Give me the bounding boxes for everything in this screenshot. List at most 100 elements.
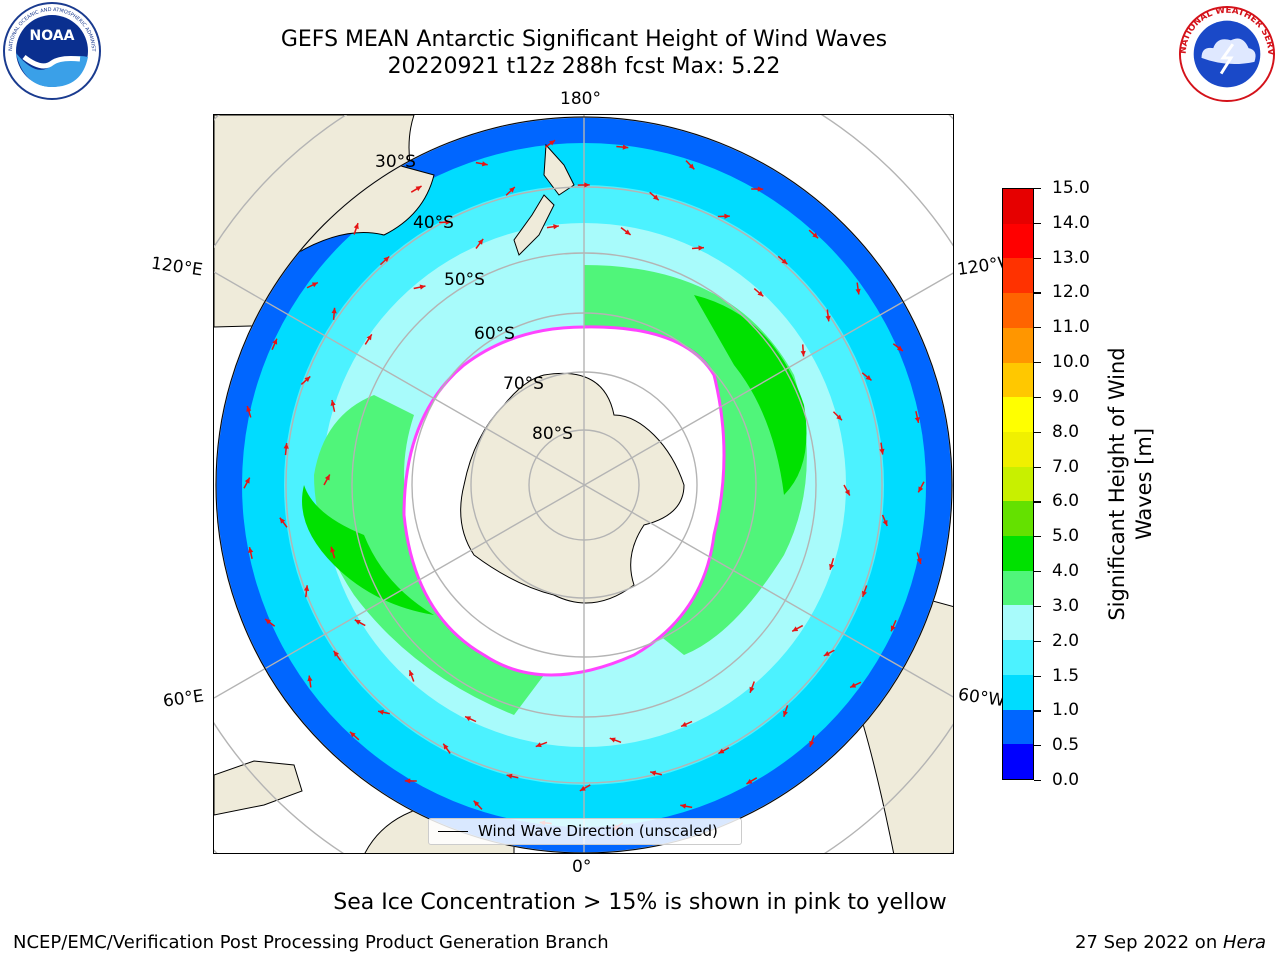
colorbar-tick-mark (1034, 675, 1041, 677)
lat-label-80s: 80°S (532, 424, 573, 444)
colorbar-label-line2: Waves [m] (1132, 427, 1156, 541)
colorbar-bin (1003, 431, 1033, 467)
colorbar-bin (1003, 570, 1033, 606)
colorbar-bin (1003, 397, 1033, 432)
wave-direction-arrowhead (757, 186, 764, 192)
wave-direction-arrowhead (349, 731, 356, 738)
wave-direction-arrowhead (584, 182, 590, 188)
colorbar-tick-label: 1.0 (1052, 700, 1080, 721)
wave-direction-arrowhead (481, 161, 488, 167)
colorbar-tick-label: 12.0 (1052, 282, 1090, 303)
wave-direction-arrowhead (809, 740, 815, 747)
colorbar-bin (1003, 674, 1033, 710)
wave-direction-arrowhead (718, 748, 725, 754)
wave-direction-arrowhead (311, 282, 318, 288)
wave-direction-arrowhead (650, 770, 657, 776)
wave-direction-arrowhead (916, 558, 922, 565)
lat-label-50s: 50°S (444, 270, 485, 290)
colorbar-tick-label: 3.0 (1052, 595, 1080, 616)
legend-line-swatch (438, 831, 468, 833)
wave-direction-arrowhead (882, 520, 888, 527)
wave-direction-arrowhead (304, 376, 311, 383)
wave-direction-arrowhead (265, 619, 271, 625)
wave-direction-arrowhead (829, 563, 835, 570)
colorbar-tick-mark (1034, 536, 1041, 538)
colorbar-bin (1003, 293, 1033, 328)
sea-ice-note: Sea Ice Concentration > 15% is shown in … (333, 890, 947, 915)
lat-label-30s: 30°S (375, 152, 416, 172)
wave-direction-arrowhead (366, 334, 372, 341)
colorbar-tick-label: 14.0 (1052, 212, 1090, 233)
wave-direction-arrowhead (890, 625, 896, 632)
colorbar-tick-label: 6.0 (1052, 491, 1080, 512)
lon-label-60e: 60°E (161, 686, 206, 712)
wave-direction-arrowhead (383, 256, 390, 263)
colorbar (1002, 188, 1034, 780)
colorbar-bin (1003, 223, 1033, 259)
wave-direction-arrowhead (746, 778, 753, 784)
wave-direction-arrowhead (443, 743, 449, 750)
lon-label-0: 0° (572, 857, 592, 877)
wave-direction-arrowhead (844, 489, 850, 496)
wave-direction-arrowhead (506, 773, 513, 779)
colorbar-tick-label: 4.0 (1052, 561, 1080, 582)
footer-date: 27 Sep 2022 on Hera (1075, 932, 1266, 953)
colorbar-tick-mark (1034, 327, 1041, 329)
colorbar-bin (1003, 189, 1033, 224)
colorbar-tick-label: 13.0 (1052, 247, 1090, 268)
wave-direction-arrowhead (865, 374, 872, 381)
wind-arrows (243, 139, 925, 831)
wave-direction-arrowhead (331, 307, 337, 314)
wave-direction-arrowhead (408, 670, 414, 677)
wave-direction-arrowhead (652, 194, 659, 201)
colorbar-bin (1003, 466, 1033, 502)
wave-direction-arrowhead (879, 448, 885, 455)
colorbar-bin (1003, 605, 1033, 641)
wave-direction-arrowhead (549, 140, 556, 146)
wave-direction-arrowhead (535, 742, 542, 748)
wave-direction-arrowhead (246, 405, 252, 412)
wave-direction-arrowhead (698, 245, 704, 251)
wave-direction-arrowhead (850, 682, 857, 688)
wave-direction-arrowhead (330, 546, 336, 553)
colorbar-tick-label: 11.0 (1052, 317, 1090, 338)
colorbar-tick-label: 0.5 (1052, 735, 1080, 756)
colorbar-bin (1003, 744, 1033, 779)
wave-direction-arrowhead (378, 709, 384, 715)
colorbar-label: Significant Height of Wind Waves [m] (1104, 347, 1158, 620)
wave-direction-arrowhead (579, 785, 586, 791)
footer-date-text: 27 Sep 2022 on (1075, 932, 1223, 953)
colorbar-tick-label: 7.0 (1052, 456, 1080, 477)
wave-direction-arrowhead (800, 350, 806, 357)
wave-direction-arrowhead (855, 288, 861, 295)
wave-direction-arrowhead (283, 443, 289, 449)
wave-direction-arrowhead (303, 585, 310, 591)
colorbar-tick-mark (1034, 780, 1041, 782)
wave-direction-arrowhead (477, 238, 484, 245)
wave-direction-arrowhead (330, 400, 336, 406)
colorbar-bin (1003, 501, 1033, 537)
lat-label-70s: 70°S (503, 374, 544, 394)
wave-direction-arrowhead (781, 258, 788, 265)
wave-direction-arrowhead (681, 721, 688, 727)
wave-direction-arrowhead (812, 232, 819, 239)
colorbar-tick-mark (1034, 640, 1041, 642)
colorbar-tick-label: 15.0 (1052, 178, 1090, 198)
colorbar-tick-mark (1034, 501, 1041, 503)
colorbar-bin (1003, 709, 1033, 745)
wave-direction-arrowhead (473, 800, 480, 807)
wave-direction-arrowhead (749, 686, 755, 693)
colorbar-tick-label: 8.0 (1052, 421, 1080, 442)
colorbar-tick-label: 10.0 (1052, 352, 1090, 373)
wave-direction-arrowhead (836, 414, 842, 421)
wave-direction-arrowhead (782, 710, 788, 717)
colorbar-bin (1003, 362, 1033, 398)
colorbar-tick-mark (1034, 222, 1041, 224)
wave-direction-arrowhead (353, 223, 359, 230)
wave-direction-arrowhead (724, 213, 730, 219)
wave-direction-arrowhead (465, 716, 472, 722)
wave-direction-arrowhead (279, 517, 286, 524)
colorbar-tick-label: 1.5 (1052, 665, 1080, 686)
footer-host: Hera (1222, 932, 1266, 953)
lon-label-180: 180° (560, 89, 601, 109)
